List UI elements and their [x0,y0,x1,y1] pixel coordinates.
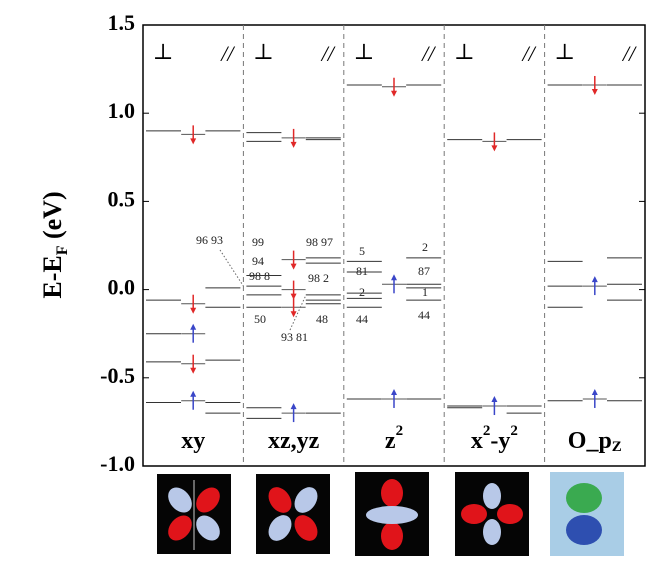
spin-arrow [181,354,206,374]
spin-head [290,141,297,148]
panel-label: O_pZ [568,428,622,456]
y-label-part: (eV) [38,191,67,245]
note: 48 [316,312,328,326]
orbital-xy [157,474,231,554]
panel-label: xy [181,428,205,454]
note: 98 97 [306,235,333,249]
panel-label-part: Z [612,439,622,455]
spin-head [190,307,197,314]
spin-head [190,367,197,374]
note: 98 2 [308,271,329,285]
plot-frame [142,24,646,467]
spin-arrow [281,280,306,300]
y-axis-label: E-EF (eV) [38,191,71,298]
spin-arrow [582,388,607,408]
left-header: ⊥ [454,39,475,64]
note: 87 [418,264,430,278]
y-tick-label: -0.5 [100,363,135,388]
panel-label: z2 [385,423,403,453]
spin-head [391,388,397,395]
left-header: ⊥ [253,39,274,64]
panel-label-part: O_p [568,428,612,454]
spin-head [591,388,598,395]
spin-head [190,138,197,145]
y-tick-label: -1.0 [100,451,135,476]
note-leader [219,249,245,288]
panel-label-part: 2 [396,423,404,439]
panel-label: x2-y2 [471,423,518,453]
right-header: // [320,41,336,66]
orbital-z2 [355,472,429,556]
note: 50 [254,312,266,326]
right-header: // [420,41,436,66]
note: 44 [418,308,430,322]
spin-head [290,293,297,300]
spin-arrow [181,294,206,314]
spin-head [190,390,197,397]
y-tick-label: 1.5 [108,10,136,35]
spin-head [491,145,498,152]
note: 2 [422,240,428,254]
spin-arrow [482,132,507,152]
orbital-xz [256,474,330,554]
note: 94 [252,254,264,268]
left-header: ⊥ [353,39,374,64]
spin-arrow [281,298,306,318]
spin-head [290,403,297,410]
spin-head [591,88,598,95]
spin-arrow [181,390,206,410]
panel-label-part: xz,yz [268,428,320,454]
panel-label-part: 2 [510,423,518,439]
spin-arrow [382,274,406,294]
y-label-sub: F [54,245,71,255]
y-tick-label: 1.0 [108,98,136,123]
notes: 96 93 99 94 98 8 50 98 97 98 2 48 93 81 … [196,233,430,344]
spin-arrow [281,128,306,148]
right-header: // [520,41,536,66]
y-tick-label: 0.5 [108,186,136,211]
orbital-x2y2 [455,472,529,556]
y-label-part: E-E [38,255,67,298]
note: 5 [359,244,365,258]
panel-label-part: z [385,428,396,454]
note: 96 93 [196,233,223,247]
panel-label-part: 2 [483,423,491,439]
note: 2 [359,285,365,299]
spin-arrow [281,403,306,423]
orbital-images [157,472,624,556]
note: 44 [356,312,368,326]
spin-head [391,90,397,97]
spin-arrow [181,125,206,145]
panel-label-part: -y [490,428,510,454]
spin-head [190,323,197,330]
spin-head [491,396,498,403]
spin-head [591,276,598,283]
note: 99 [252,235,264,249]
right-header: // [219,41,235,66]
orbital-opz [550,472,624,556]
spin-arrow [281,250,306,270]
spin-arrow [582,75,607,95]
note: 81 [356,264,368,278]
note-leader [289,294,307,331]
spin-head [290,311,297,318]
y-tick-label: 0.0 [108,275,136,300]
panel-label: xz,yz [268,428,320,454]
left-header: ⊥ [153,39,174,64]
spin-arrow [482,396,507,416]
left-header: ⊥ [554,39,575,64]
spin-arrow [382,388,406,408]
spin-head [290,263,297,270]
note: 93 81 [281,330,308,344]
panel-label-part: x [471,428,483,454]
spin-arrow [582,276,607,296]
right-header: // [621,41,637,66]
panel-label-part: xy [181,428,205,454]
spin-arrow [181,323,206,343]
note: 1 [422,285,428,299]
spin-arrow [382,77,406,97]
spin-head [391,274,397,281]
